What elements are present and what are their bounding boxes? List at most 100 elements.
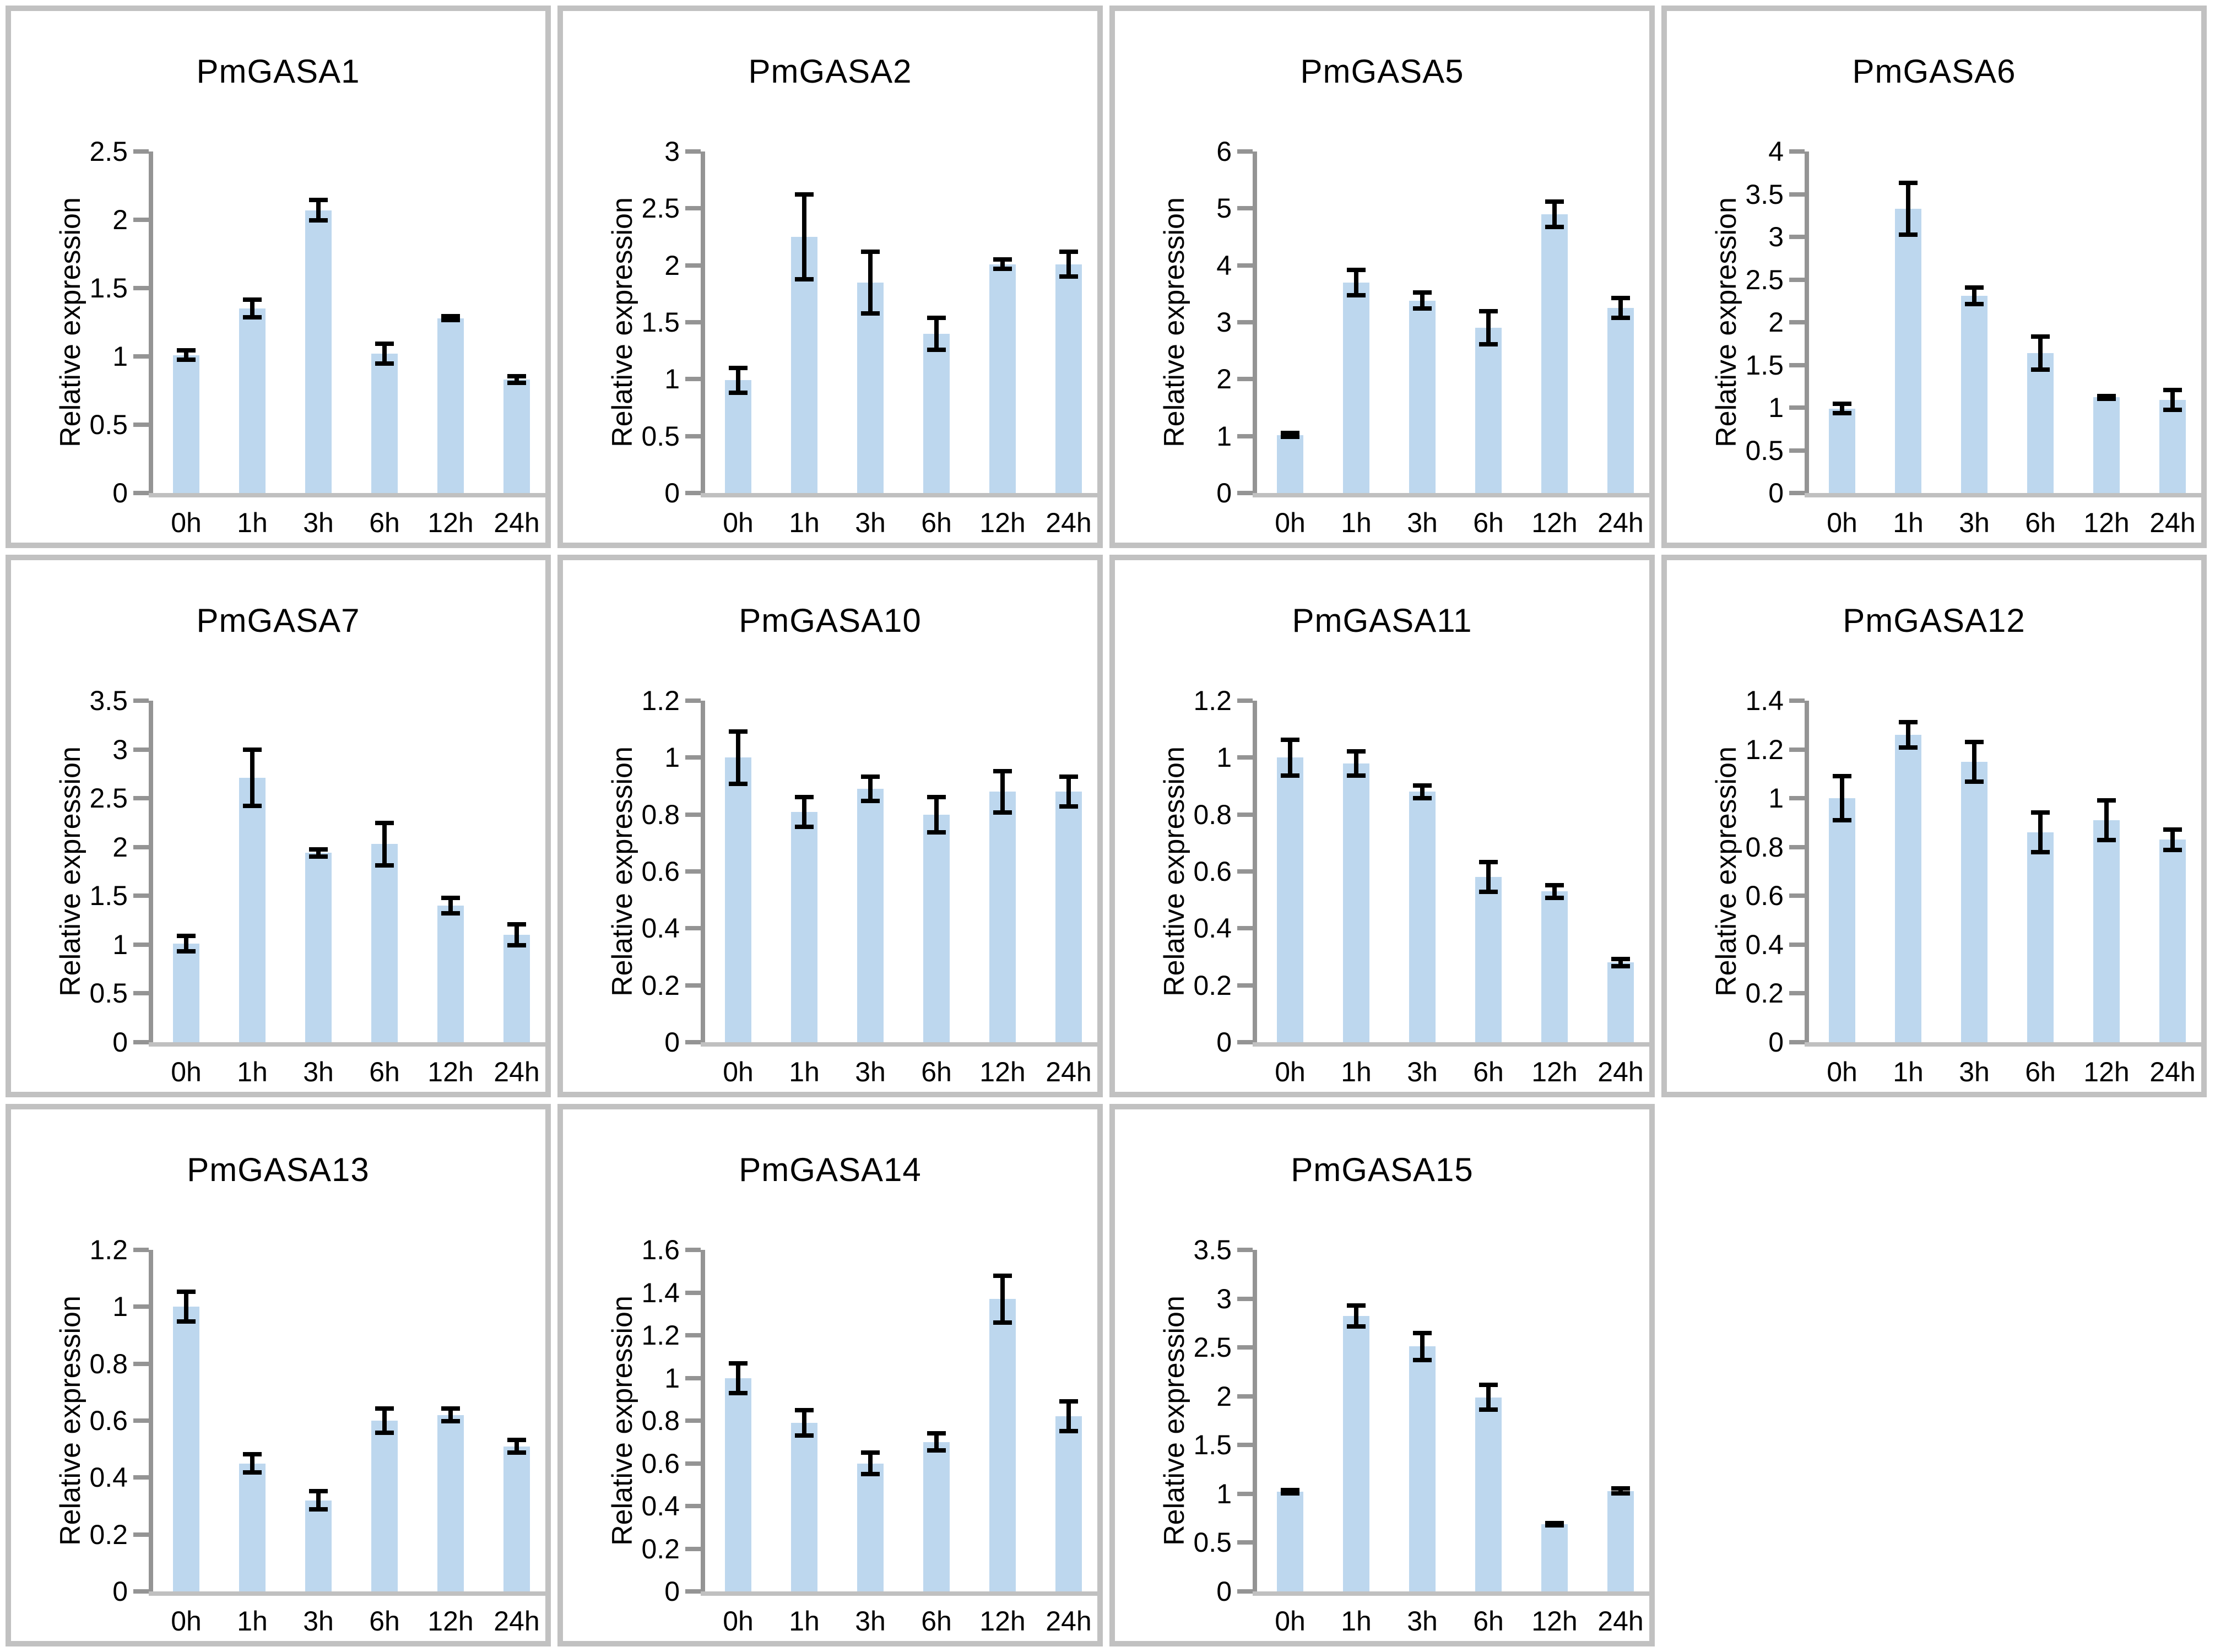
y-tick-mark bbox=[685, 1589, 701, 1594]
y-tick-label: 1.2 bbox=[89, 1234, 128, 1265]
y-tick-label: 2.5 bbox=[89, 136, 128, 167]
x-tick-label: 6h bbox=[1473, 1057, 1504, 1087]
error-bar-cap-top bbox=[927, 794, 946, 799]
y-tick-label: 0 bbox=[1216, 478, 1232, 508]
error-bar-cap-top bbox=[795, 794, 814, 799]
y-tick-mark bbox=[685, 206, 701, 211]
x-tick-label: 1h bbox=[1341, 1606, 1372, 1637]
x-tick-label: 0h bbox=[1275, 507, 1306, 538]
y-tick-mark bbox=[1237, 755, 1253, 760]
bar bbox=[503, 380, 530, 493]
error-bar bbox=[382, 820, 387, 868]
chart-panel: PmGASA11 Relative expression 0 0.2 0.4 0.6 0.8… bbox=[1109, 555, 1655, 1097]
bar bbox=[305, 210, 332, 493]
bar bbox=[1961, 761, 1987, 1042]
error-bar bbox=[2038, 810, 2043, 854]
y-tick-mark bbox=[133, 991, 149, 996]
y-tick-mark bbox=[133, 698, 149, 703]
y-tick-label: 0.5 bbox=[89, 978, 128, 1009]
y-tick-mark bbox=[1237, 1589, 1253, 1594]
error-bar-cap-top bbox=[2163, 827, 2182, 832]
y-tick-label: 0.2 bbox=[641, 1533, 680, 1564]
error-bar-cap-bottom bbox=[507, 943, 526, 948]
y-tick-label: 0.4 bbox=[1745, 929, 1784, 960]
error-bar-cap-top bbox=[507, 1438, 526, 1442]
y-tick-label: 4 bbox=[1216, 250, 1232, 281]
error-bar bbox=[1972, 285, 1976, 306]
bar bbox=[923, 1442, 950, 1591]
y-tick-mark bbox=[1237, 491, 1253, 495]
bar bbox=[1343, 763, 1369, 1042]
x-tick-label: 3h bbox=[1407, 507, 1438, 538]
error-bar-cap-top bbox=[993, 769, 1012, 773]
error-bar bbox=[1552, 199, 1557, 229]
y-tick-label: 5 bbox=[1216, 193, 1232, 224]
y-tick-mark bbox=[1237, 812, 1253, 817]
y-tick-label: 4 bbox=[1768, 136, 1784, 167]
x-tick-label: 1h bbox=[237, 1606, 268, 1637]
error-bar bbox=[1906, 720, 1910, 750]
y-tick-mark bbox=[133, 747, 149, 752]
error-bar-cap-bottom bbox=[1479, 890, 1498, 895]
error-bar-cap-bottom bbox=[1281, 1491, 1299, 1496]
y-tick-label: 0.2 bbox=[89, 1519, 128, 1550]
y-tick-mark bbox=[685, 812, 701, 817]
x-axis-line bbox=[701, 1591, 1097, 1596]
error-bar-cap-bottom bbox=[1833, 818, 1851, 823]
y-tick-label: 3.5 bbox=[89, 685, 128, 716]
y-tick-mark bbox=[1237, 869, 1253, 874]
error-bar-cap-top bbox=[1413, 290, 1432, 295]
y-tick-label: 0.8 bbox=[89, 1348, 128, 1379]
error-bar-cap-bottom bbox=[1347, 773, 1366, 778]
error-bar-cap-top bbox=[2031, 810, 2050, 815]
bar bbox=[1541, 891, 1568, 1042]
bar bbox=[1475, 328, 1502, 493]
y-tick-mark bbox=[133, 149, 149, 154]
error-bar-cap-top bbox=[2097, 394, 2116, 399]
error-bar-cap-bottom bbox=[1479, 342, 1498, 347]
x-tick-label: 1h bbox=[789, 1606, 820, 1637]
error-bar bbox=[1354, 267, 1358, 297]
error-bar bbox=[934, 794, 939, 835]
error-bar-cap-bottom bbox=[861, 799, 880, 803]
error-bar-cap-bottom bbox=[375, 361, 394, 366]
bar bbox=[1277, 1492, 1303, 1591]
error-bar-cap-top bbox=[927, 1431, 946, 1436]
y-tick-mark bbox=[1237, 1394, 1253, 1399]
error-bar-cap-bottom bbox=[309, 218, 328, 223]
y-tick-label: 1 bbox=[1768, 392, 1784, 423]
error-bar bbox=[515, 374, 519, 386]
y-tick-label: 0.5 bbox=[1193, 1527, 1232, 1558]
error-bar-cap-bottom bbox=[441, 1419, 460, 1424]
bar bbox=[173, 355, 199, 493]
y-tick-mark bbox=[1237, 698, 1253, 703]
error-bar-cap-top bbox=[1479, 309, 1498, 314]
x-tick-label: 12h bbox=[2083, 507, 2130, 538]
x-tick-label: 1h bbox=[1341, 507, 1372, 538]
y-tick-label: 1.2 bbox=[1193, 685, 1232, 716]
bar bbox=[989, 792, 1016, 1042]
error-bar-cap-top bbox=[2031, 334, 2050, 339]
y-tick-label: 2 bbox=[112, 831, 128, 863]
bar bbox=[1541, 1524, 1568, 1591]
y-tick-mark bbox=[1237, 1443, 1253, 1448]
chart-panel: PmGASA2 Relative expression 0 0.5 1 1.5 2 2.5 3 0… bbox=[557, 6, 1103, 548]
error-bar bbox=[1972, 739, 1976, 784]
y-tick-label: 2 bbox=[1216, 1380, 1232, 1412]
error-bar bbox=[1420, 1331, 1425, 1362]
y-tick-mark bbox=[1789, 747, 1805, 752]
y-tick-mark bbox=[133, 491, 149, 495]
error-bar-cap-top bbox=[1545, 1523, 1564, 1528]
bar bbox=[1607, 1491, 1634, 1591]
y-tick-label: 0.6 bbox=[1193, 856, 1232, 887]
bar bbox=[1607, 308, 1634, 493]
error-bar-cap-top bbox=[243, 748, 262, 752]
y-tick-mark bbox=[133, 796, 149, 801]
y-tick-label: 0.2 bbox=[1193, 969, 1232, 1001]
y-tick-label: 1 bbox=[664, 364, 680, 395]
y-tick-label: 0 bbox=[1768, 1027, 1784, 1058]
bar bbox=[1343, 282, 1369, 493]
y-tick-label: 0 bbox=[664, 1576, 680, 1607]
error-bar-cap-bottom bbox=[177, 1319, 196, 1324]
error-bar-cap-top bbox=[1611, 1486, 1630, 1491]
